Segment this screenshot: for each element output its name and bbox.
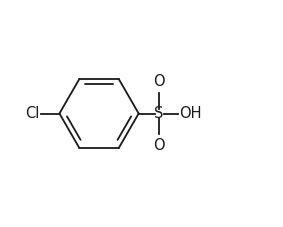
Text: Cl: Cl — [25, 106, 40, 121]
Text: O: O — [153, 138, 165, 153]
Text: O: O — [153, 74, 165, 89]
Text: S: S — [154, 106, 164, 121]
Text: OH: OH — [179, 106, 202, 121]
